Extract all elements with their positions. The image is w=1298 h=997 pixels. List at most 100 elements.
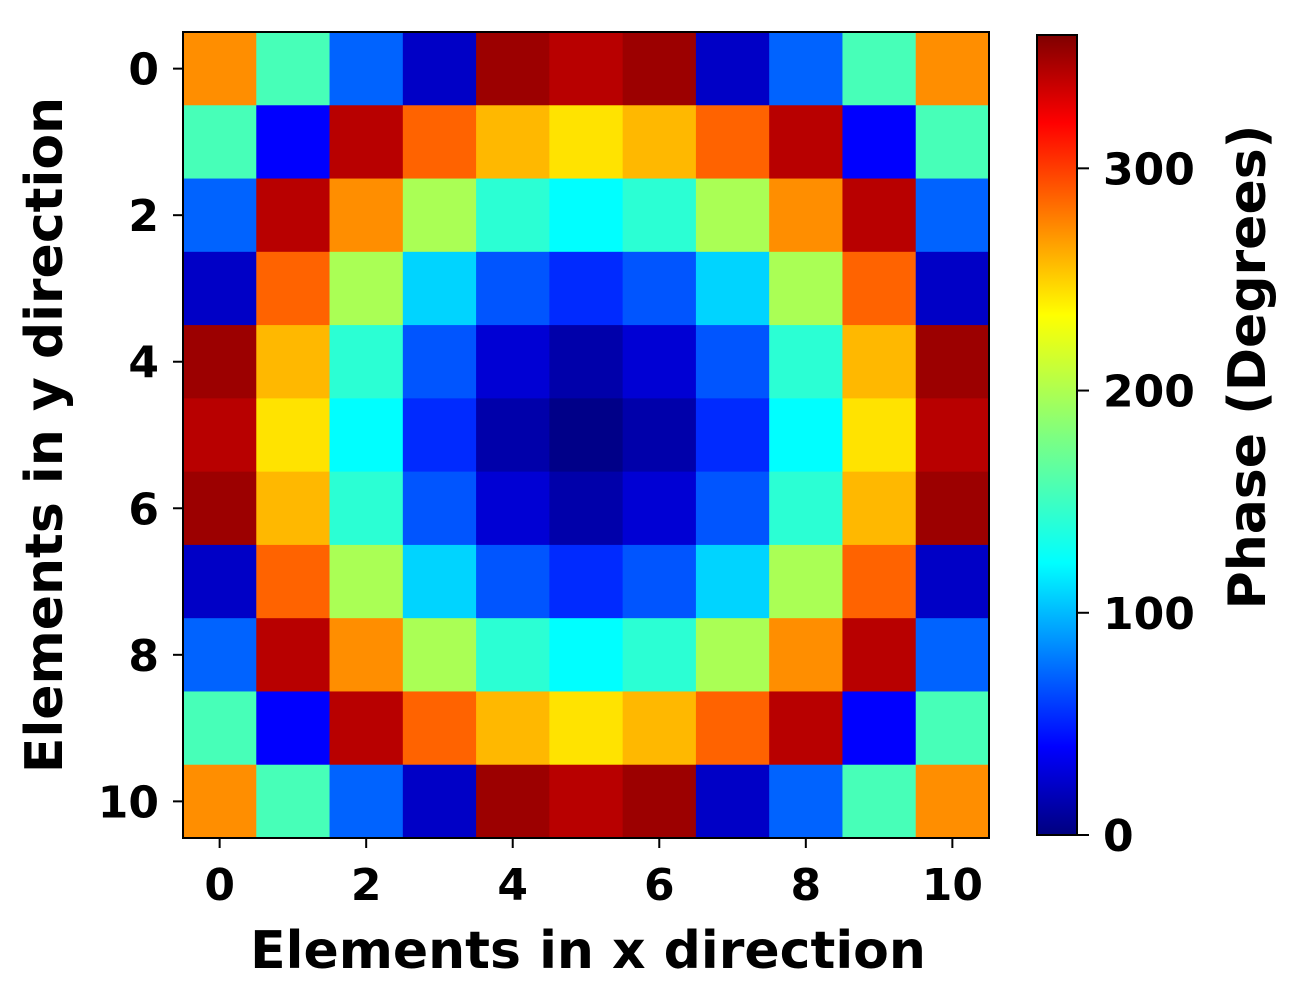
heatmap-cell-r8-c9: [842, 618, 917, 693]
heatmap-cell-r6-c10: [915, 471, 990, 546]
heatmap-cell-r10-c8: [769, 764, 844, 839]
y-tick-label-10: 10: [98, 777, 159, 828]
heatmap-cell-r6-c7: [695, 471, 770, 546]
x-axis-ticks: 0 2 4 6 8 10: [204, 838, 983, 911]
heatmap-cell-r7-c8: [769, 544, 844, 619]
heatmap-cell-r9-c5: [549, 691, 624, 766]
heatmap-cell-r3-c4: [476, 251, 550, 326]
heatmap-cell-r5-c2: [329, 398, 404, 473]
heatmap-cell-r8-c8: [769, 618, 844, 693]
heatmap-cell-r3-c7: [695, 251, 770, 326]
heatmap-cell-r5-c5: [549, 398, 624, 473]
heatmap-cell-r3-c9: [842, 251, 917, 326]
heatmap-cell-r2-c1: [256, 178, 331, 253]
colorbar-tick-label-200: 200: [1103, 367, 1195, 418]
heatmap-cell-r3-c0: [183, 251, 257, 326]
plot-frame: [182, 31, 990, 839]
heatmap-cell-r4-c2: [329, 325, 404, 399]
heatmap-cell-r10-c3: [402, 764, 477, 839]
heatmap-cell-r7-c7: [695, 544, 770, 619]
heatmap-cell-r3-c10: [915, 251, 990, 326]
heatmap-cell-r2-c5: [549, 178, 624, 253]
colorbar: [1036, 34, 1078, 836]
heatmap-cell-r1-c2: [329, 105, 404, 180]
colorbar-tick-label-300: 300: [1103, 144, 1195, 195]
heatmap-cell-r10-c7: [695, 764, 770, 839]
heatmap-cell-r0-c7: [695, 32, 770, 106]
heatmap-cell-r2-c2: [329, 178, 404, 253]
heatmap-cell-r10-c6: [622, 764, 697, 839]
heatmap-cell-r6-c9: [842, 471, 917, 546]
heatmap-cell-r7-c9: [842, 544, 917, 619]
heatmap-cell-r3-c1: [256, 251, 331, 326]
heatmap-cell-r1-c3: [402, 105, 477, 180]
heatmap-cell-r1-c4: [476, 105, 550, 180]
heatmap-cell-r0-c8: [769, 32, 844, 106]
heatmap-cell-r10-c4: [476, 764, 550, 839]
heatmap-cell-r10-c0: [183, 764, 257, 839]
heatmap-cell-r8-c7: [695, 618, 770, 693]
heatmap-cell-r9-c8: [769, 691, 844, 766]
heatmap-cell-r9-c1: [256, 691, 331, 766]
heatmap-cell-r0-c6: [622, 32, 697, 106]
heatmap-cell-r7-c6: [622, 544, 697, 619]
heatmap-cell-r7-c1: [256, 544, 331, 619]
x-tick-label-10: 10: [922, 860, 983, 911]
heatmap-cell-r8-c5: [549, 618, 624, 693]
heatmap-cell-r6-c6: [622, 471, 697, 546]
heatmap-cell-r9-c2: [329, 691, 404, 766]
heatmap-cell-r2-c0: [183, 178, 257, 253]
heatmap-cell-r2-c9: [842, 178, 917, 253]
heatmap-cell-r8-c4: [476, 618, 550, 693]
heatmap-cell-r7-c4: [476, 544, 550, 619]
heatmap-cell-r5-c7: [695, 398, 770, 473]
heatmap-cell-r9-c7: [695, 691, 770, 766]
heatmap-cell-r6-c2: [329, 471, 404, 546]
colorbar-label: Phase (Degrees): [1218, 125, 1278, 610]
heatmap-cell-r7-c5: [549, 544, 624, 619]
heatmap-cell-r4-c5: [549, 325, 624, 399]
heatmap-cell-r3-c8: [769, 251, 844, 326]
heatmap-cell-r7-c3: [402, 544, 477, 619]
heatmap-cell-r5-c9: [842, 398, 917, 473]
heatmap-cell-r9-c3: [402, 691, 477, 766]
heatmap-cell-r9-c4: [476, 691, 550, 766]
heatmap-cell-r0-c2: [329, 32, 404, 106]
heatmap-cell-r2-c7: [695, 178, 770, 253]
heatmap-cell-r7-c10: [915, 544, 990, 619]
heatmap-cell-r4-c1: [256, 325, 331, 399]
x-tick-label-2: 2: [351, 860, 382, 911]
heatmap-cell-r9-c9: [842, 691, 917, 766]
heatmap-cell-r2-c4: [476, 178, 550, 253]
heatmap-cell-r0-c3: [402, 32, 477, 106]
heatmap-cell-r1-c7: [695, 105, 770, 180]
heatmap-cell-r5-c6: [622, 398, 697, 473]
heatmap-cell-r9-c10: [915, 691, 990, 766]
heatmap-cell-r9-c0: [183, 691, 257, 766]
heatmap-cell-r5-c8: [769, 398, 844, 473]
x-tick-label-6: 6: [644, 860, 675, 911]
heatmap-cell-r4-c8: [769, 325, 844, 399]
heatmap-cell-r1-c8: [769, 105, 844, 180]
heatmap-cell-r4-c7: [695, 325, 770, 399]
heatmap-cell-r5-c0: [183, 398, 257, 473]
heatmap-cell-r0-c10: [915, 32, 990, 106]
heatmap-cell-r4-c0: [183, 325, 257, 399]
heatmap-cell-r6-c5: [549, 471, 624, 546]
heatmap-cell-r3-c2: [329, 251, 404, 326]
heatmap-cell-r10-c5: [549, 764, 624, 839]
heatmap-cell-r1-c6: [622, 105, 697, 180]
heatmap-cell-r10-c10: [915, 764, 990, 839]
colorbar-ticks: 0 100 200 300: [1077, 144, 1195, 862]
heatmap-cell-r5-c3: [402, 398, 477, 473]
heatmap-cell-r8-c1: [256, 618, 331, 693]
heatmap-cell-r5-c10: [915, 398, 990, 473]
heatmap-cell-r3-c5: [549, 251, 624, 326]
heatmap-cell-r4-c10: [915, 325, 990, 399]
x-tick-label-8: 8: [791, 860, 822, 911]
heatmap-cell-r0-c1: [256, 32, 331, 106]
heatmap-cell-r0-c4: [476, 32, 550, 106]
heatmap-cell-r0-c5: [549, 32, 624, 106]
